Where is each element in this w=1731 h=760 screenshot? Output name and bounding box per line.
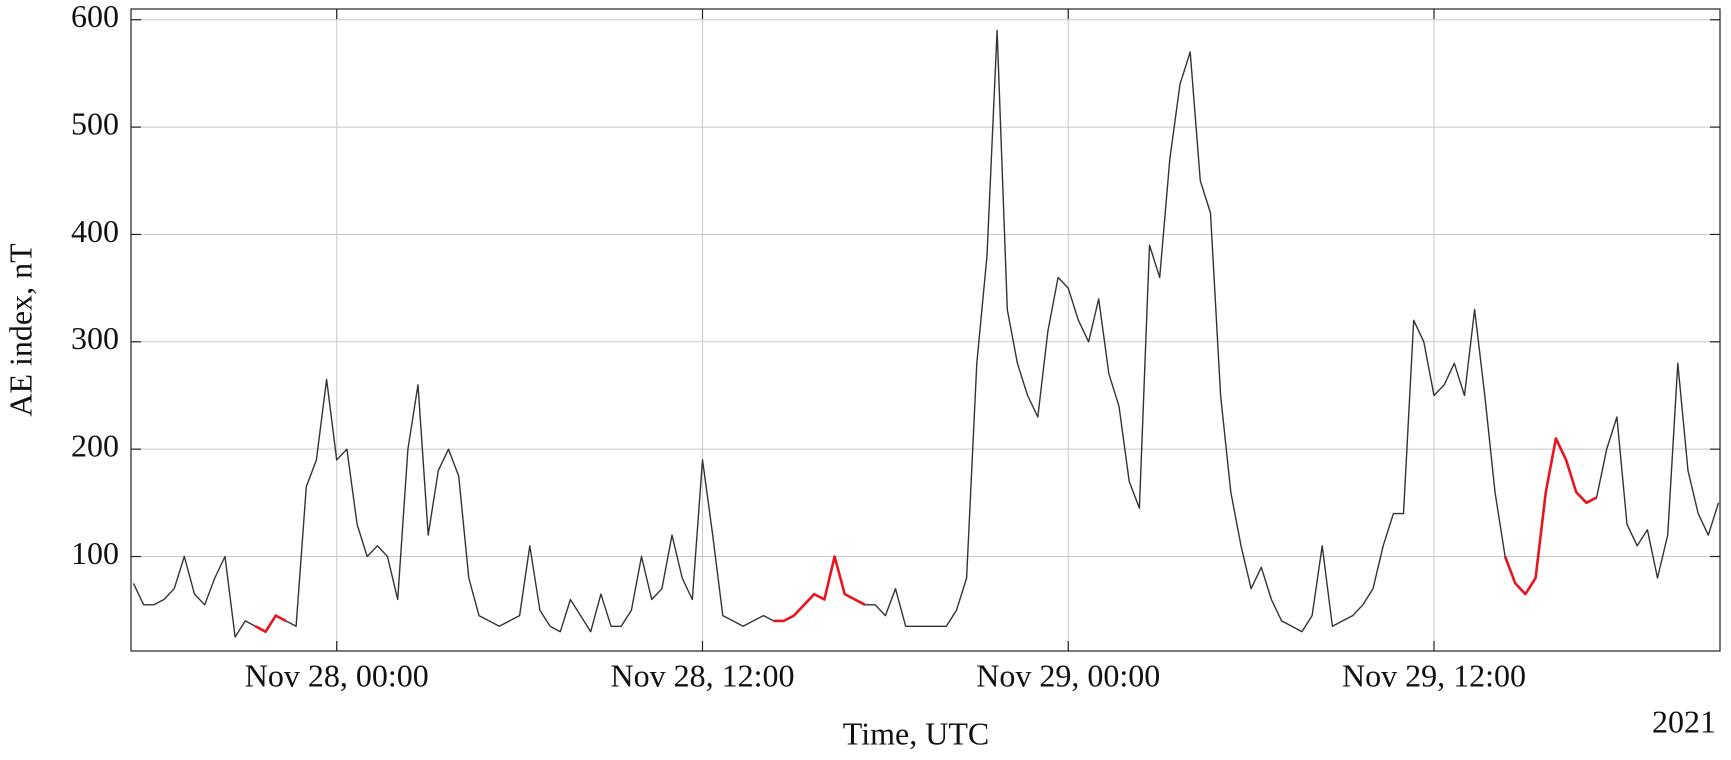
y-axis-label: AE index, nT [2, 243, 38, 417]
x-tick-label: Nov 28, 00:00 [245, 657, 429, 693]
x-tick-label: Nov 29, 00:00 [976, 657, 1160, 693]
y-tick-label: 600 [71, 0, 119, 34]
y-tick-label: 400 [71, 213, 119, 249]
y-tick-label: 100 [71, 535, 119, 571]
x-axis-label: Time, UTC [843, 715, 989, 751]
plot-frame [130, 8, 1721, 652]
y-tick-label: 200 [71, 428, 119, 464]
x-tick-label: Nov 29, 12:00 [1342, 657, 1526, 693]
data-line [132, 29, 1720, 638]
x-axis-note: 2021 [1652, 703, 1716, 739]
y-tick-label: 500 [71, 105, 119, 141]
y-tick-label: 300 [71, 320, 119, 356]
x-tick-label: Nov 28, 12:00 [610, 657, 794, 693]
data-line [254, 437, 1598, 633]
